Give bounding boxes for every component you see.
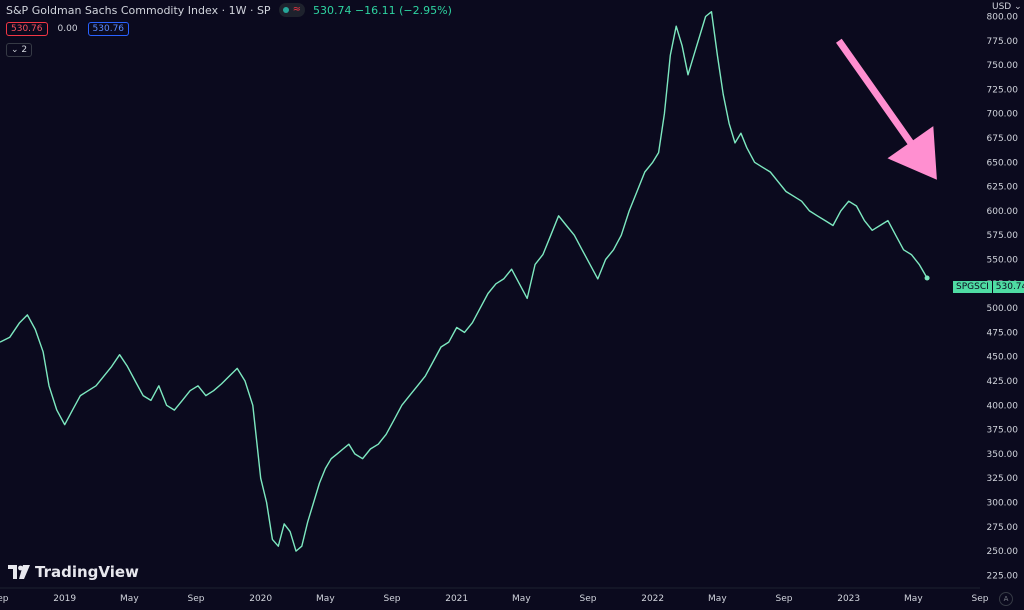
bid-value[interactable]: 530.76 (6, 22, 48, 36)
y-tick-label: 600.00 (987, 207, 1019, 217)
x-tick-label: Sep (0, 594, 9, 604)
wave-icon: ≈ (292, 4, 301, 15)
y-tick-label: 650.00 (987, 158, 1019, 168)
series-line (0, 10, 928, 552)
downtrend-arrow (836, 38, 937, 180)
x-tick-label: May (904, 594, 923, 604)
auto-scale-button[interactable]: A (999, 592, 1013, 606)
chevron-down-icon: ⌄ (11, 45, 19, 55)
y-tick-label: 425.00 (987, 377, 1019, 387)
indicator-count: 2 (21, 45, 28, 55)
y-tick-label: 250.00 (987, 547, 1019, 557)
x-tick-label: Sep (972, 594, 989, 604)
y-tick-label: 725.00 (987, 85, 1019, 95)
y-tick-label: 450.00 (987, 353, 1019, 363)
symbol-price-label: SPGSCI 530.74 (953, 281, 1024, 293)
y-tick-label: 625.00 (987, 183, 1019, 193)
x-tick-label: May (512, 594, 531, 604)
quote-change: 530.74 −16.11 (−2.95%) (312, 3, 452, 17)
spread-value: 0.00 (57, 24, 78, 34)
price-axis (980, 0, 1024, 610)
chart-header: S&P Goldman Sachs Commodity Index · 1W ·… (6, 3, 452, 17)
y-tick-label: 775.00 (987, 37, 1019, 47)
y-tick-label: 325.00 (987, 474, 1019, 484)
market-status-dot-icon (282, 7, 289, 13)
y-tick-label: 700.00 (987, 110, 1019, 120)
x-tick-label: May (120, 594, 139, 604)
x-tick-label: May (316, 594, 335, 604)
x-tick-label: Sep (776, 594, 793, 604)
symbol-title[interactable]: S&P Goldman Sachs Commodity Index · 1W ·… (6, 3, 271, 17)
currency-label: USD (992, 2, 1012, 12)
x-tick-label: 2022 (641, 594, 664, 604)
value-boxes: 530.76 0.00 530.76 (6, 22, 130, 36)
tradingview-logo-icon (8, 565, 30, 579)
symbol-name: SPGSCI (953, 281, 992, 293)
currency-selector[interactable]: USD ⌄ (992, 2, 1022, 12)
symbol-price: 530.74 (991, 281, 1024, 293)
x-tick-label: 2023 (837, 594, 860, 604)
x-tick-label: 2020 (249, 594, 272, 604)
x-tick-label: Sep (188, 594, 205, 604)
y-tick-label: 350.00 (987, 450, 1019, 460)
ask-value[interactable]: 530.76 (87, 22, 130, 36)
chevron-down-icon: ⌄ (1014, 2, 1022, 12)
y-tick-label: 375.00 (987, 426, 1019, 436)
indicators-toggle[interactable]: ⌄ 2 (6, 43, 33, 57)
y-tick-label: 300.00 (987, 498, 1019, 508)
brand-name: TradingView (35, 563, 139, 581)
y-tick-label: 675.00 (987, 134, 1019, 144)
status-indicator[interactable]: ≈ (278, 3, 305, 17)
x-tick-label: Sep (384, 594, 401, 604)
y-tick-label: 500.00 (987, 304, 1019, 314)
x-tick-label: 2019 (53, 594, 76, 604)
y-tick-label: 575.00 (987, 231, 1019, 241)
x-tick-label: Sep (580, 594, 597, 604)
x-tick-label: 2021 (445, 594, 468, 604)
last-point (924, 275, 930, 281)
y-tick-label: 800.00 (987, 13, 1019, 23)
y-tick-label: 225.00 (987, 571, 1019, 581)
y-tick-label: 750.00 (987, 61, 1019, 71)
y-tick-label: 475.00 (987, 328, 1019, 338)
y-tick-label: 275.00 (987, 523, 1019, 533)
y-tick-label: 550.00 (987, 255, 1019, 265)
y-tick-label: 400.00 (987, 401, 1019, 411)
x-tick-label: May (708, 594, 727, 604)
tradingview-logo[interactable]: TradingView (8, 563, 139, 581)
